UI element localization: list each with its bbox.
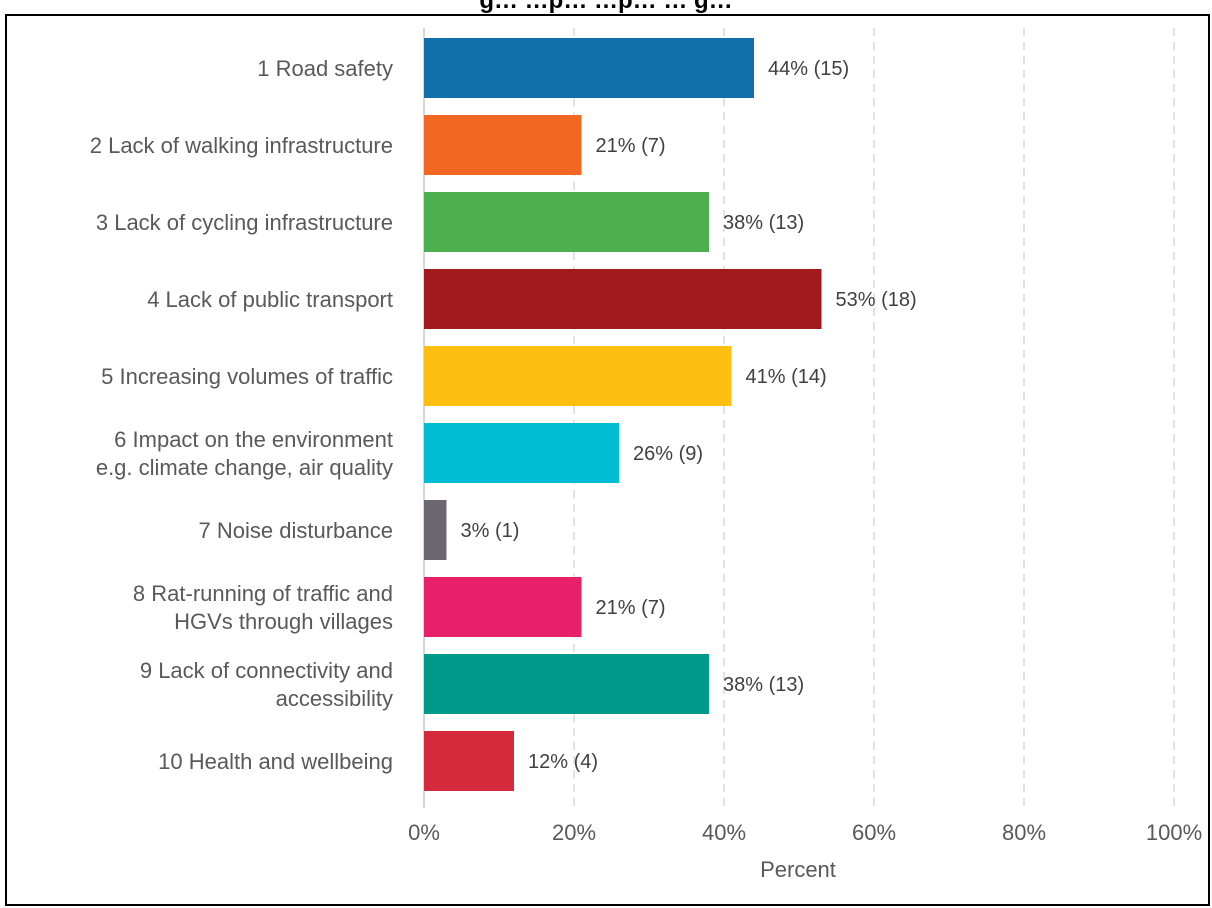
data-label: 12% (4) — [528, 751, 598, 773]
chart-title: g… …p… …p… … g… — [479, 0, 733, 14]
x-tick-label: 60% — [852, 820, 896, 845]
category-label: 7 Noise disturbance — [199, 518, 393, 543]
bar — [424, 38, 754, 98]
data-label: 21% (7) — [596, 135, 666, 157]
bar — [424, 500, 447, 560]
category-label: 6 Impact on the environment — [114, 427, 393, 452]
category-label: accessibility — [276, 686, 393, 711]
data-label: 21% (7) — [596, 597, 666, 619]
bar — [424, 577, 582, 637]
data-label: 38% (13) — [723, 212, 804, 234]
x-tick-label: 20% — [552, 820, 596, 845]
data-labels: 44% (15) 21% (7) 38% (13) 53% (18) 41% (14) 2… — [461, 58, 917, 773]
category-label: 3 Lack of cycling infrastructure — [96, 210, 393, 235]
bar — [424, 731, 514, 791]
category-label: 1 Road safety — [257, 56, 393, 81]
category-label: 4 Lack of public transport — [147, 287, 393, 312]
bar — [424, 654, 709, 714]
x-tick-label: 40% — [702, 820, 746, 845]
category-label: 8 Rat-running of traffic and — [133, 581, 393, 606]
bar — [424, 346, 732, 406]
category-label: e.g. climate change, air quality — [96, 455, 393, 480]
category-label: HGVs through villages — [174, 609, 393, 634]
chart-border — [5, 14, 1210, 906]
category-label: 2 Lack of walking infrastructure — [90, 133, 393, 158]
data-label: 41% (14) — [746, 366, 827, 388]
bar — [424, 423, 619, 483]
bar — [424, 269, 822, 329]
data-label: 26% (9) — [633, 443, 703, 465]
category-label: 10 Health and wellbeing — [158, 749, 393, 774]
category-labels: 1 Road safety 2 Lack of walking infrastru… — [90, 56, 393, 774]
data-label: 44% (15) — [768, 58, 849, 80]
bars — [424, 38, 822, 791]
category-label: 9 Lack of connectivity and — [140, 658, 393, 683]
data-label: 3% (1) — [461, 520, 520, 542]
x-tick-label: 80% — [1002, 820, 1046, 845]
x-tick-labels: 0% 20% 40% 60% 80% 100% — [408, 820, 1202, 845]
data-label: 38% (13) — [723, 674, 804, 696]
x-tick-label: 0% — [408, 820, 440, 845]
x-tick-label: 100% — [1146, 820, 1202, 845]
bar — [424, 115, 582, 175]
bar — [424, 192, 709, 252]
x-axis-title: Percent — [760, 857, 836, 882]
data-label: 53% (18) — [836, 289, 917, 311]
category-label: 5 Increasing volumes of traffic — [101, 364, 393, 389]
